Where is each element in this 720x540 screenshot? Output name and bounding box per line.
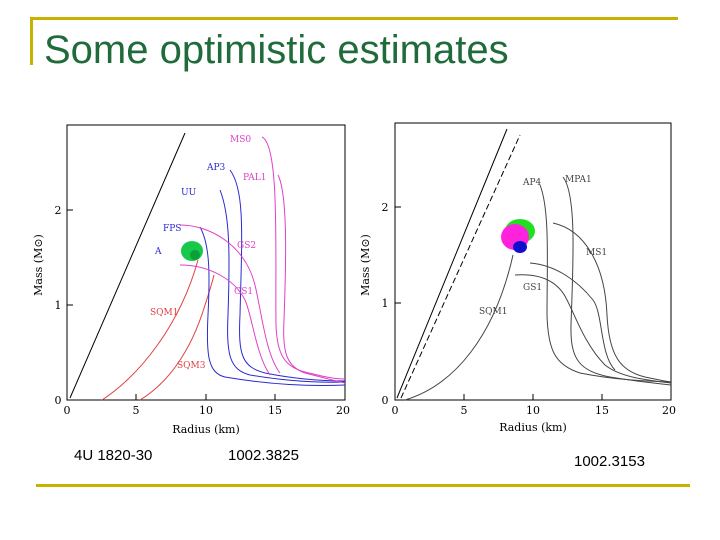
- slide-title: Some optimistic estimates: [44, 28, 509, 72]
- curve-fps: [199, 226, 346, 387]
- right-tick-labels: 0 5 10 15 20 0 1 2: [382, 201, 677, 417]
- curve-ms1: [552, 222, 672, 383]
- label-ms1: MS1: [586, 248, 607, 258]
- left-causality-line: [69, 132, 186, 399]
- bottom-rule: [36, 484, 690, 487]
- left-y-axis-label: Mass (M⊙): [32, 234, 45, 296]
- curve-uu: [219, 189, 346, 383]
- right-mass-radius-chart: 0 5 10 15 20 0 1 2 Radius (km) Mass (M⊙)…: [359, 122, 677, 434]
- caption-1002-3153: 1002.3153: [574, 453, 645, 470]
- label-mpa1: MPA1: [565, 175, 592, 185]
- right-x-axis-label: Radius (km): [499, 421, 567, 434]
- right-ytick-1: 1: [382, 297, 389, 310]
- curve-ms0: [261, 136, 346, 380]
- curve-gs2: [179, 224, 281, 374]
- right-constraint-blob: [501, 219, 535, 253]
- left-x-axis-label: Radius (km): [172, 423, 240, 436]
- curve-extra-right: [529, 262, 616, 371]
- label-a: A: [154, 247, 162, 257]
- right-ytick-0: 0: [382, 394, 389, 407]
- label-gs2: GS2: [237, 241, 256, 251]
- right-causality-line: [396, 128, 508, 399]
- label-ap3: AP3: [206, 163, 226, 173]
- label-fps: FPS: [163, 224, 181, 234]
- left-ytick-0: 0: [55, 394, 62, 407]
- left-ytick-2: 2: [55, 204, 62, 217]
- caption-1002-3825: 1002.3825: [228, 447, 299, 464]
- label-pal1: PAL1: [243, 173, 266, 183]
- right-xtick-20: 20: [662, 404, 676, 417]
- left-ticks: [66, 209, 346, 400]
- right-xtick-5: 5: [461, 404, 468, 417]
- label-ms0: MS0: [230, 135, 251, 145]
- left-mass-radius-chart: 0 5 10 15 20 0 1 2 Radius (km) Mass (M⊙)…: [32, 124, 351, 436]
- curve-sqm1-right: [404, 254, 514, 401]
- left-curve-labels: MS0 AP3 PAL1 UU FPS GS2 A GS1 SQM1 SQM3: [150, 135, 266, 371]
- left-xtick-15: 15: [268, 404, 282, 417]
- right-frame: [394, 122, 672, 401]
- right-ytick-2: 2: [382, 201, 389, 214]
- right-xtick-15: 15: [595, 404, 609, 417]
- right-curve-labels: AP4 MPA1 MS1 GS1 SQM1: [479, 175, 607, 317]
- left-rule: [30, 17, 33, 65]
- left-ytick-1: 1: [55, 299, 62, 312]
- left-curves: [69, 132, 346, 401]
- curve-gs1: [179, 264, 271, 376]
- label-sqm3: SQM3: [177, 361, 206, 371]
- label-sqm1-right: SQM1: [479, 307, 508, 317]
- label-gs1: GS1: [234, 287, 253, 297]
- top-rule: [33, 17, 678, 20]
- left-frame: [66, 124, 346, 401]
- left-tick-labels: 0 5 10 15 20 0 1 2: [55, 204, 351, 417]
- right-ticks: [394, 206, 672, 400]
- label-ap4: AP4: [522, 178, 542, 188]
- curve-pal1: [277, 174, 346, 384]
- left-xtick-10: 10: [199, 404, 213, 417]
- right-y-axis-label: Mass (M⊙): [359, 234, 372, 296]
- right-curves: [396, 128, 672, 401]
- curve-sqm1: [101, 259, 199, 401]
- right-xtick-10: 10: [526, 404, 540, 417]
- left-constraint-blob: [181, 241, 203, 261]
- label-sqm1: SQM1: [150, 308, 179, 318]
- right-xtick-0: 0: [392, 404, 399, 417]
- left-xtick-0: 0: [64, 404, 71, 417]
- curve-mpa1: [562, 176, 672, 386]
- left-xtick-20: 20: [336, 404, 350, 417]
- curve-gs1-right: [514, 274, 672, 384]
- left-xtick-5: 5: [133, 404, 140, 417]
- label-gs1-right: GS1: [523, 283, 542, 293]
- right-dashed-limit: [400, 134, 521, 399]
- curve-sqm3: [139, 274, 215, 401]
- curve-ap3: [229, 169, 346, 382]
- label-uu: UU: [181, 188, 197, 198]
- caption-4u-1820-30: 4U 1820-30: [74, 447, 153, 464]
